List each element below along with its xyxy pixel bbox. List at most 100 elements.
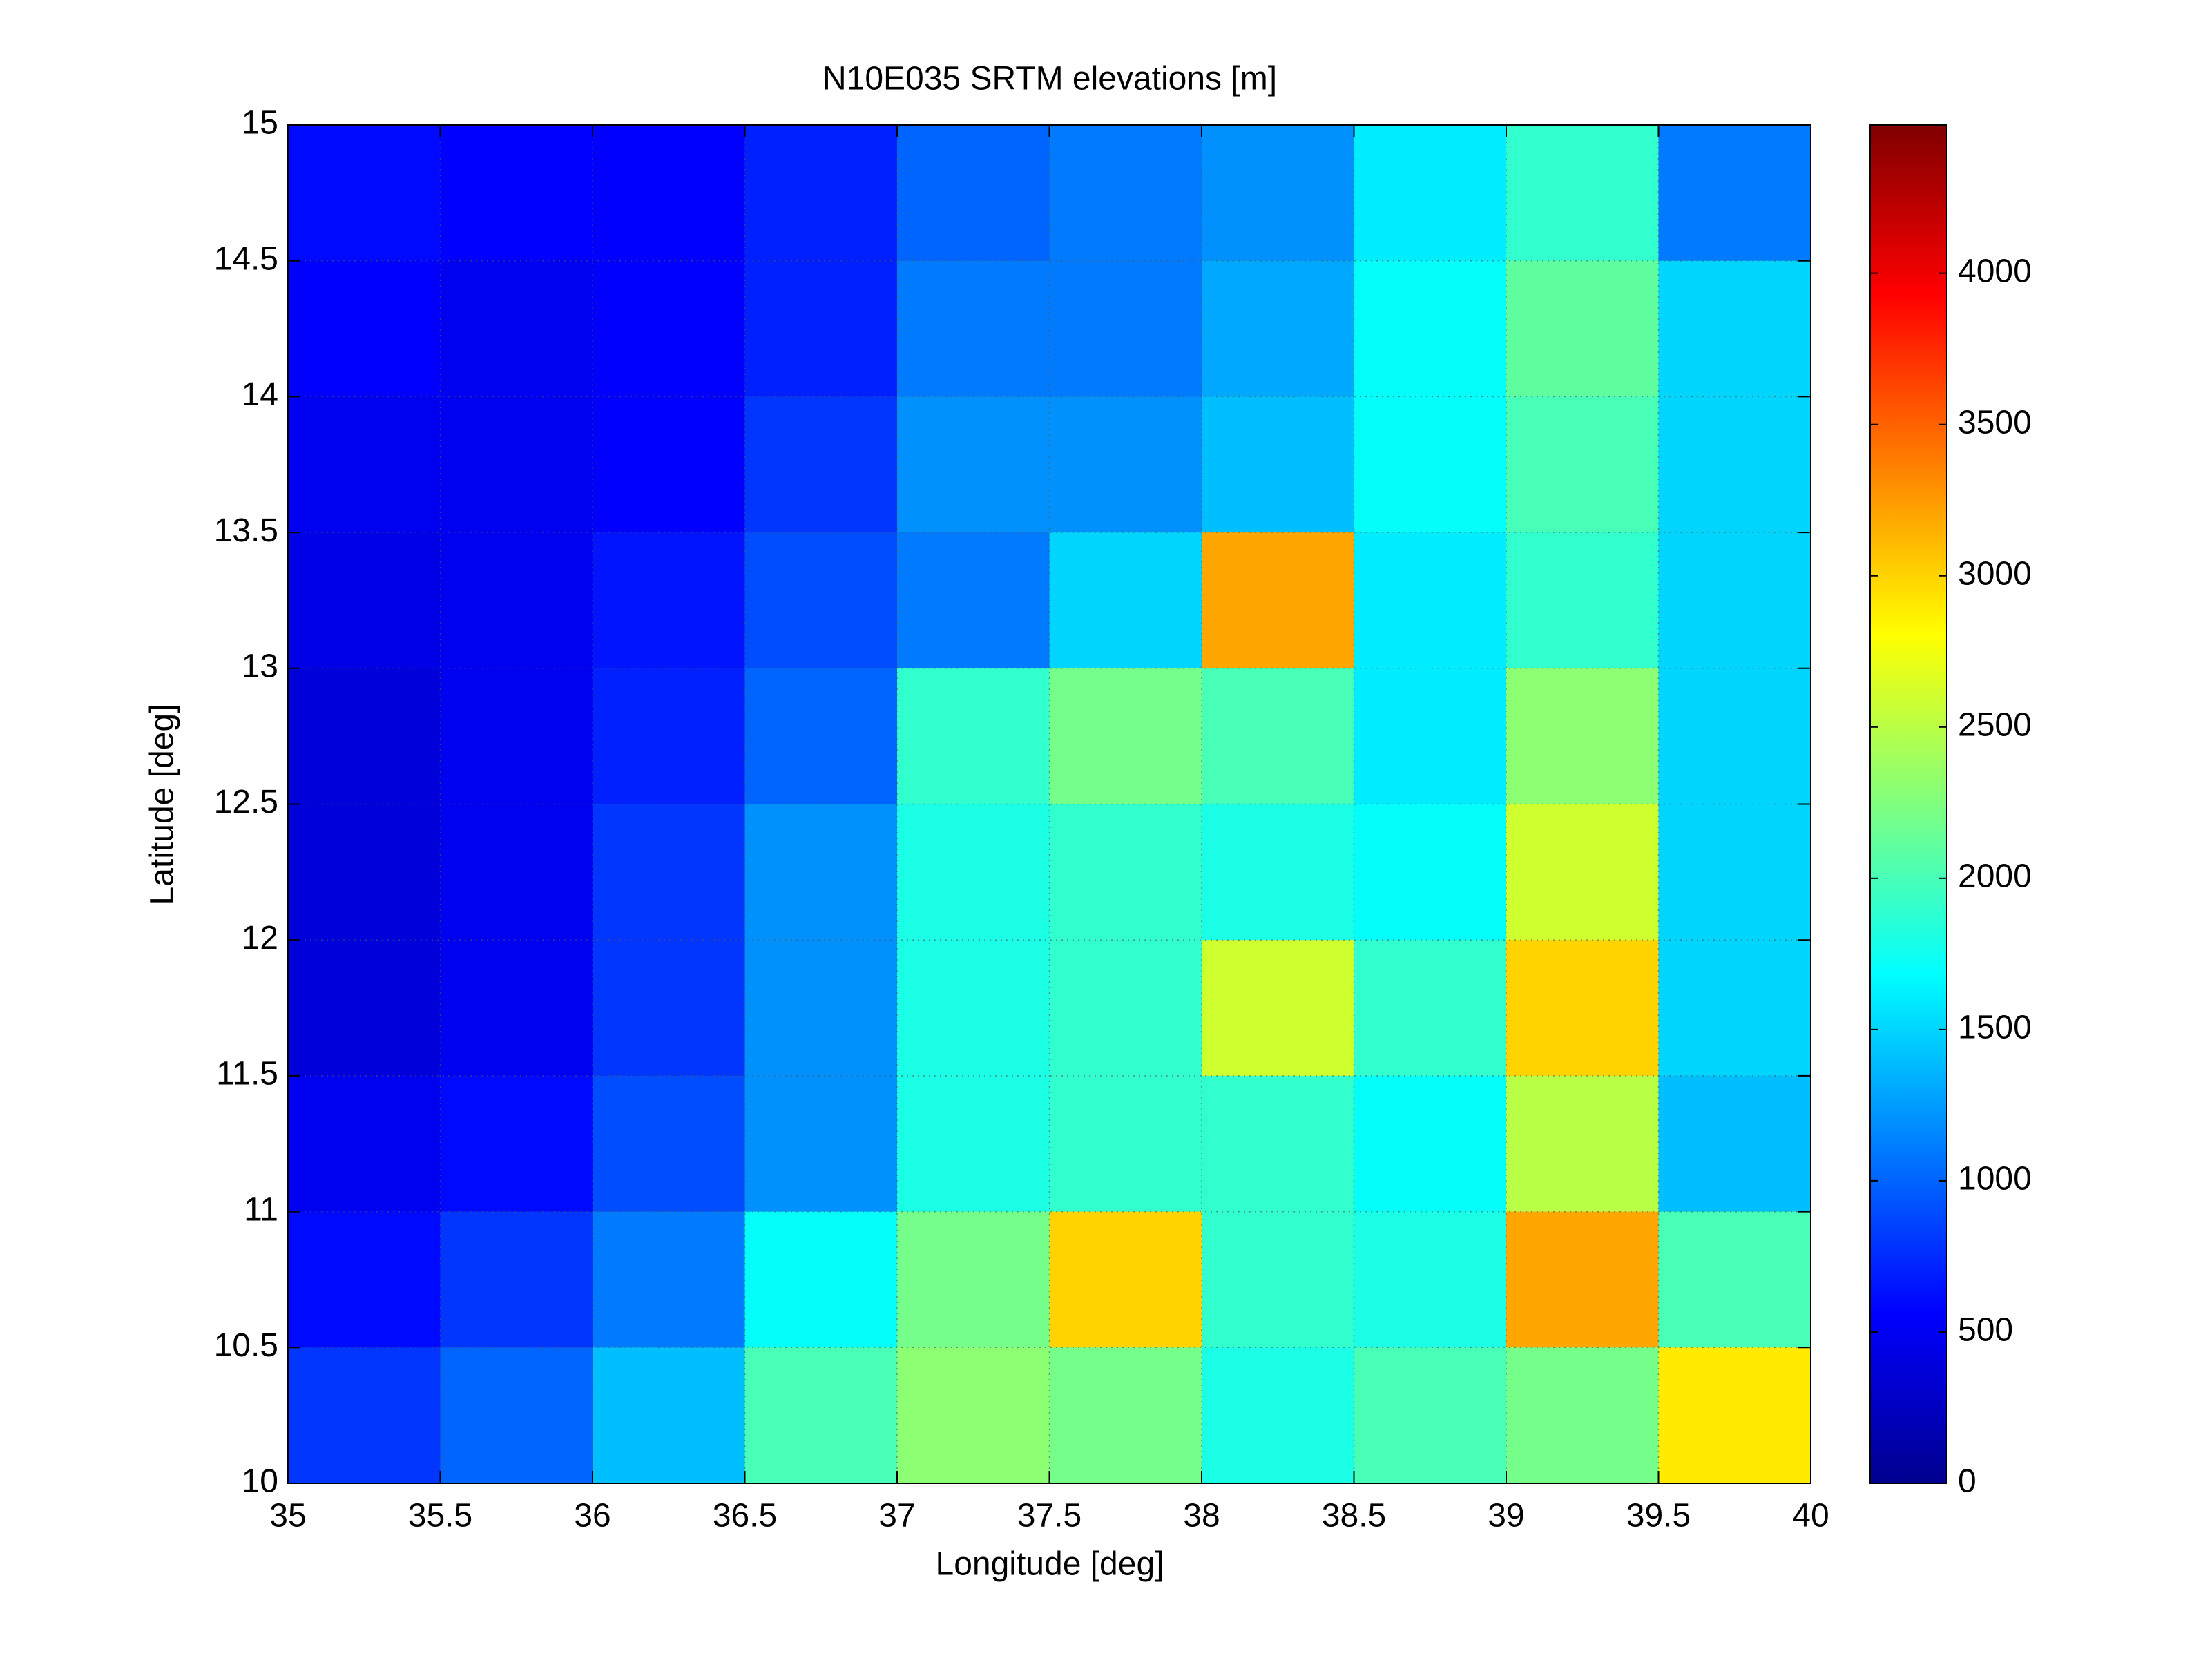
- heat-cell: [1202, 1211, 1354, 1348]
- y-tick-label: 12.5: [214, 784, 278, 820]
- heat-cell: [1506, 1347, 1659, 1484]
- heat-cell: [440, 804, 593, 941]
- x-tick-label: 39.5: [1626, 1498, 1691, 1534]
- heat-cell: [897, 260, 1050, 397]
- colorbar-tick-label: 1500: [1958, 1010, 2032, 1046]
- heat-cell: [1354, 804, 1507, 941]
- heat-cell: [1506, 804, 1659, 941]
- heat-cell: [440, 1211, 593, 1348]
- colorbar-tick-label: 3000: [1958, 555, 2032, 592]
- heat-cell: [1658, 396, 1811, 533]
- heat-cell: [440, 532, 593, 669]
- x-tick-label: 37.5: [1017, 1498, 1081, 1534]
- heat-cell: [288, 396, 441, 533]
- heat-cell: [1202, 125, 1354, 262]
- heat-cell: [288, 1075, 441, 1213]
- colorbar-tick-label: 500: [1958, 1312, 2013, 1349]
- heat-cell: [1658, 125, 1811, 262]
- heat-cell: [440, 668, 593, 804]
- heat-cell: [897, 532, 1050, 669]
- heat-cell: [897, 396, 1050, 533]
- heat-cell: [1506, 1211, 1659, 1348]
- colorbar: [1869, 124, 1947, 1484]
- heat-cell: [593, 532, 745, 669]
- heat-cell: [1202, 804, 1354, 941]
- heat-cell: [1049, 940, 1202, 1077]
- heat-cell: [1506, 668, 1659, 804]
- heat-cell: [1506, 260, 1659, 397]
- heat-cell: [1354, 532, 1507, 669]
- heat-cell: [1049, 1211, 1202, 1348]
- heat-cell: [1658, 940, 1811, 1077]
- heat-cell: [744, 1347, 898, 1484]
- x-axis-label: Longitude [deg]: [936, 1546, 1164, 1583]
- heat-cell: [1354, 396, 1507, 533]
- heat-cell: [1202, 396, 1354, 533]
- heat-cell: [1354, 940, 1507, 1077]
- heat-cell: [288, 668, 441, 804]
- heat-cell: [1506, 125, 1659, 262]
- heat-cell: [897, 940, 1050, 1077]
- heat-cell: [440, 125, 593, 262]
- heat-cell: [1506, 940, 1659, 1077]
- heat-cell: [897, 1075, 1050, 1213]
- y-tick-label: 12: [242, 920, 278, 956]
- heat-cell: [288, 804, 441, 941]
- heat-cell: [744, 532, 898, 669]
- heat-cell: [744, 1211, 898, 1348]
- heat-cell: [1202, 1075, 1354, 1213]
- heat-cell: [288, 1347, 441, 1484]
- heat-cell: [1506, 1075, 1659, 1213]
- heat-cell: [593, 125, 745, 262]
- heat-cell: [1049, 804, 1202, 941]
- x-tick-label: 37: [878, 1498, 915, 1534]
- heat-cell: [897, 1211, 1050, 1348]
- colorbar-tick-label: 3500: [1958, 404, 2032, 441]
- heat-cell: [1354, 125, 1507, 262]
- heat-cell: [288, 940, 441, 1077]
- heat-cell: [593, 1211, 745, 1348]
- heat-cell: [744, 260, 898, 397]
- colorbar-tick-label: 4000: [1958, 253, 2032, 289]
- heat-cell: [897, 668, 1050, 804]
- heat-cell: [288, 260, 441, 397]
- heat-cell: [288, 532, 441, 669]
- heat-cell: [1506, 532, 1659, 669]
- heat-cell: [1658, 668, 1811, 804]
- y-tick-label: 11.5: [216, 1056, 278, 1092]
- x-tick-label: 40: [1792, 1498, 1829, 1534]
- colorbar-tick-label: 1000: [1958, 1161, 2032, 1197]
- axes: [287, 124, 1811, 1484]
- chart-title: N10E035 SRTM elevations [m]: [823, 61, 1277, 97]
- heat-cell: [288, 1211, 441, 1348]
- heat-cell: [1049, 532, 1202, 669]
- colorbar-tick-label: 2000: [1958, 858, 2032, 895]
- heat-cell: [593, 940, 745, 1077]
- x-tick-label: 36: [574, 1498, 610, 1534]
- x-tick-label: 36.5: [713, 1498, 777, 1534]
- y-axis-label: Latitude [deg]: [144, 704, 181, 905]
- plot-frame: [287, 124, 1811, 1484]
- heat-cell: [1354, 1075, 1507, 1213]
- x-tick-label: 38.5: [1322, 1498, 1386, 1534]
- y-tick-label: 10: [242, 1463, 278, 1500]
- y-tick-label: 13: [242, 648, 278, 684]
- y-tick-label: 14: [242, 376, 278, 413]
- heat-cell: [593, 804, 745, 941]
- colorbar-tick-label: 2500: [1958, 706, 2032, 743]
- heat-cell: [744, 804, 898, 941]
- y-tick-label: 15: [242, 105, 278, 142]
- heat-cell: [440, 1347, 593, 1484]
- heat-cell: [593, 396, 745, 533]
- heat-cell: [593, 668, 745, 804]
- heat-cell: [744, 940, 898, 1077]
- heat-cell: [1049, 260, 1202, 397]
- x-tick-label: 39: [1488, 1498, 1524, 1534]
- y-tick-label: 10.5: [214, 1327, 278, 1364]
- x-tick-label: 35.5: [408, 1498, 472, 1534]
- heat-cell: [1658, 1075, 1811, 1213]
- x-tick-label: 38: [1183, 1498, 1220, 1534]
- heat-cell: [1049, 125, 1202, 262]
- heat-cell: [440, 260, 593, 397]
